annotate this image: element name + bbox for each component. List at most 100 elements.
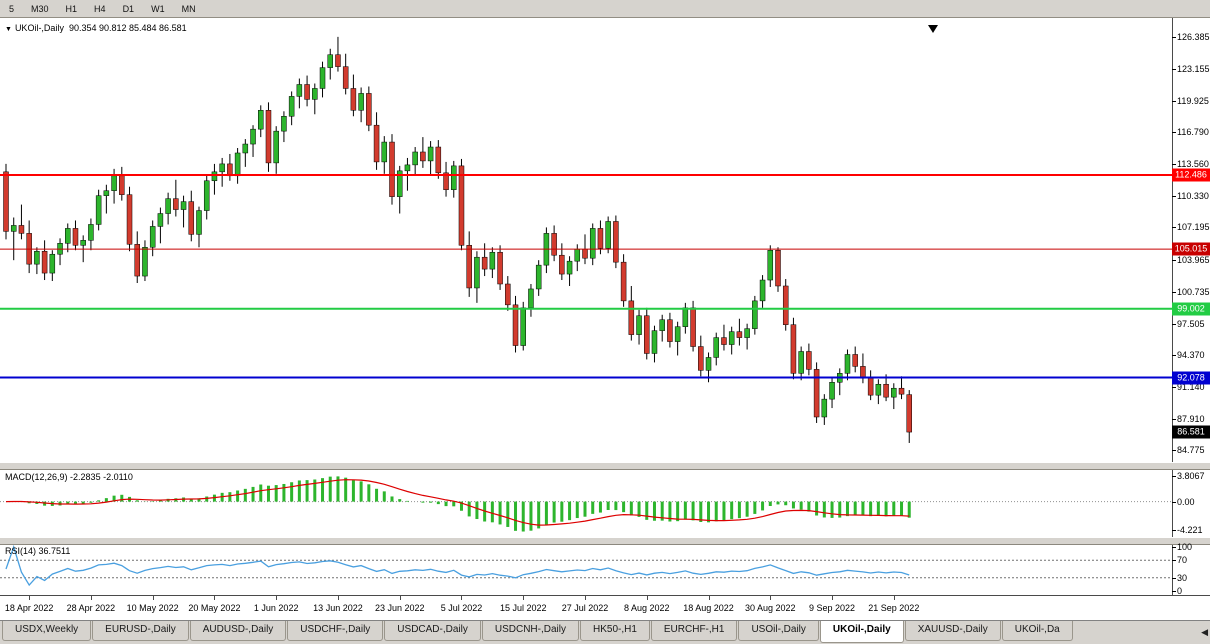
date-tick bbox=[585, 596, 586, 600]
candle bbox=[335, 36, 341, 72]
candle bbox=[157, 207, 164, 244]
candle bbox=[535, 260, 542, 296]
chart-tab-ukoil-daily[interactable]: UKOil-,Daily bbox=[819, 621, 904, 643]
candle bbox=[775, 247, 781, 292]
arrow-down-marker[interactable] bbox=[928, 25, 938, 33]
date-label: 30 Aug 2022 bbox=[744, 603, 796, 613]
candle bbox=[898, 376, 905, 400]
date-tick bbox=[832, 596, 834, 600]
candle bbox=[250, 125, 256, 157]
candle bbox=[844, 349, 851, 381]
timeframe-button-m30[interactable]: M30 bbox=[31, 3, 49, 14]
date-label: 15 Jul 2022 bbox=[499, 603, 547, 613]
candle bbox=[427, 141, 434, 175]
candle bbox=[358, 87, 364, 123]
timeframe-button-w1[interactable]: W1 bbox=[151, 3, 165, 14]
candle bbox=[721, 324, 727, 351]
candle bbox=[790, 317, 797, 380]
candle bbox=[95, 189, 102, 231]
chart-tab-eurchf-h1[interactable]: EURCHF-,H1 bbox=[650, 621, 738, 641]
date-label: 1 Jun 2022 bbox=[253, 603, 299, 613]
candle bbox=[366, 86, 372, 132]
candle bbox=[605, 216, 611, 254]
candle bbox=[620, 254, 627, 307]
candle bbox=[798, 346, 804, 381]
chart-tab-xauusd-daily[interactable]: XAUUSD-,Daily bbox=[904, 621, 1001, 641]
price-badge-99.002[interactable]: 99.002 bbox=[1172, 302, 1210, 316]
candle bbox=[396, 165, 403, 214]
macd-panel[interactable] bbox=[0, 468, 1210, 537]
date-tick bbox=[276, 596, 278, 600]
chart-ohlc-values: 90.354 90.812 85.484 86.581 bbox=[68, 23, 187, 33]
timeframe-button-h4[interactable]: H4 bbox=[94, 3, 106, 14]
candle bbox=[265, 102, 272, 172]
candle bbox=[412, 147, 418, 176]
candle bbox=[875, 379, 882, 405]
timeframe-toolbar: 5 M30 H1 H4 D1 W1 MN bbox=[0, 0, 1210, 18]
rsi-value: 36.7511 bbox=[38, 546, 71, 556]
candle bbox=[126, 186, 133, 252]
candle bbox=[713, 332, 719, 366]
date-tick bbox=[893, 596, 895, 600]
macd-label: MACD(12,26,9) -2.2835 -2.0110 bbox=[5, 472, 133, 482]
candle bbox=[543, 227, 550, 274]
last-price-badge: 86.581 bbox=[1172, 425, 1210, 439]
candle bbox=[350, 74, 357, 117]
chart-tab-usdcad-daily[interactable]: USDCAD-,Daily bbox=[384, 621, 481, 641]
chart-tab-usdx-weekly[interactable]: USDX,Weekly bbox=[2, 621, 92, 641]
candle bbox=[304, 75, 310, 107]
date-tick bbox=[29, 596, 31, 600]
candle bbox=[636, 309, 642, 345]
tab-scroll-left-icon[interactable]: ◀ bbox=[1201, 627, 1208, 637]
chart-window[interactable]: ▼ UKOil-,Daily 90.354 90.812 85.484 86.58… bbox=[0, 17, 1210, 620]
candle bbox=[173, 179, 179, 217]
collapse-triangle-icon[interactable]: ▼ bbox=[5, 26, 12, 33]
candle bbox=[589, 223, 596, 266]
candle bbox=[242, 139, 249, 167]
candle bbox=[466, 231, 472, 297]
chart-tab-usdcnh-daily[interactable]: USDCNH-,Daily bbox=[481, 621, 579, 641]
timeframe-button-d1[interactable]: D1 bbox=[122, 3, 135, 14]
candle bbox=[296, 78, 303, 109]
candle bbox=[829, 377, 835, 409]
rsi-panel[interactable] bbox=[0, 543, 1210, 595]
candle bbox=[435, 140, 442, 179]
price-badge-105.015[interactable]: 105.015 bbox=[1172, 242, 1210, 256]
price-badge-112.486[interactable]: 112.486 bbox=[1172, 168, 1210, 182]
candle bbox=[389, 134, 395, 205]
date-label: 8 Aug 2022 bbox=[623, 603, 670, 613]
candle bbox=[49, 250, 56, 282]
chart-tab-usdchf-daily[interactable]: USDCHF-,Daily bbox=[287, 621, 384, 641]
date-label: 18 Apr 2022 bbox=[4, 603, 54, 613]
timeframe-button-h1[interactable]: H1 bbox=[65, 3, 78, 14]
candle bbox=[34, 247, 40, 275]
panel-splitter-macd[interactable] bbox=[0, 462, 1210, 470]
chart-tab-hk50-h1[interactable]: HK50-,H1 bbox=[579, 621, 650, 641]
chart-tab-usoil-daily[interactable]: USOil-,Daily bbox=[738, 621, 819, 641]
candle bbox=[744, 323, 750, 350]
timeframe-button-mn[interactable]: MN bbox=[181, 3, 196, 14]
candle bbox=[281, 111, 287, 143]
rsi-title: RSI(14) bbox=[5, 546, 37, 556]
chart-tab-audusd-daily[interactable]: AUDUSD-,Daily bbox=[189, 621, 287, 641]
price-badge-92.078[interactable]: 92.078 bbox=[1172, 371, 1210, 384]
candle bbox=[728, 326, 735, 355]
date-label: 28 Apr 2022 bbox=[66, 603, 116, 613]
candle bbox=[327, 48, 333, 80]
candle bbox=[852, 346, 858, 373]
date-label: 13 Jun 2022 bbox=[313, 603, 363, 613]
timeframe-button-5[interactable]: 5 bbox=[9, 3, 15, 14]
candle bbox=[18, 204, 25, 240]
price-chart[interactable] bbox=[0, 17, 1210, 462]
candle bbox=[613, 215, 619, 269]
candle bbox=[628, 285, 635, 341]
chart-tab-ukoil-da[interactable]: UKOil-,Da bbox=[1001, 621, 1073, 641]
chart-tab-eurusd-daily[interactable]: EURUSD-,Daily bbox=[92, 621, 189, 641]
candle bbox=[180, 195, 187, 228]
candle bbox=[288, 91, 295, 126]
date-tick bbox=[646, 596, 648, 600]
candle bbox=[597, 220, 604, 255]
panel-splitter-rsi[interactable] bbox=[0, 537, 1210, 545]
candle bbox=[342, 53, 349, 95]
candle bbox=[10, 217, 17, 261]
